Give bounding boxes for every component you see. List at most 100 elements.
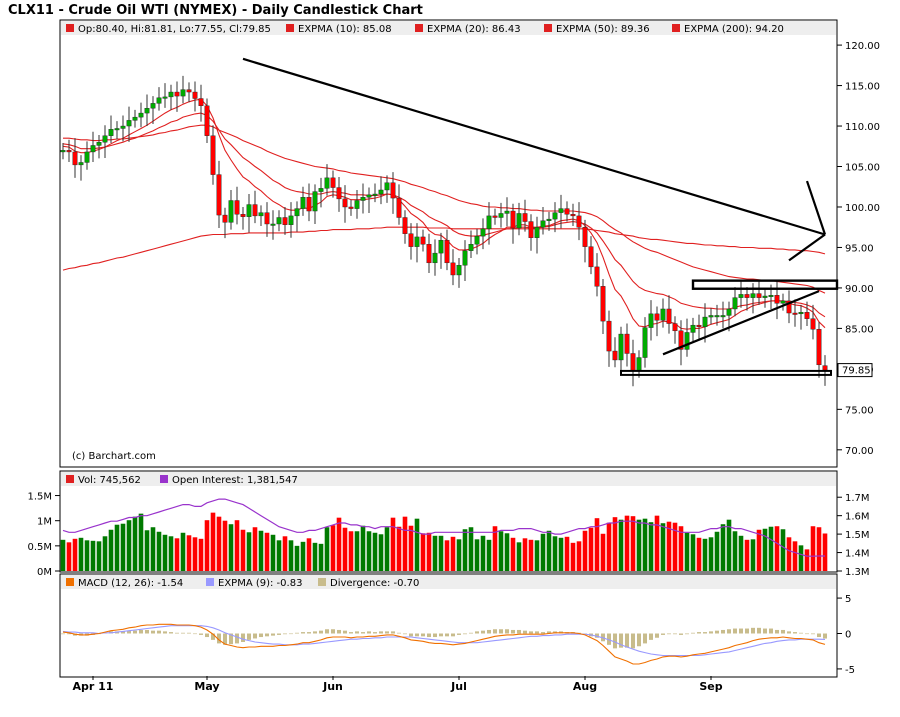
candle — [390, 172, 396, 214]
date-label: Jul — [450, 680, 467, 693]
oi-legend-swatch — [160, 475, 168, 483]
divergence-bar — [457, 633, 461, 635]
candle — [642, 317, 648, 368]
candle — [222, 207, 228, 239]
divergence-bar — [679, 633, 683, 635]
divergence-bar — [325, 629, 329, 634]
candle — [108, 115, 114, 144]
ema20-legend: EXPMA (20): 86.43 — [427, 24, 521, 35]
divergence-bar — [763, 628, 767, 634]
divergence-bar — [427, 633, 431, 638]
ema200-legend: EXPMA (200): 94.20 — [684, 24, 784, 35]
candle-body — [720, 315, 726, 318]
divergence-bar — [217, 633, 221, 644]
candle — [780, 293, 786, 311]
divergence-bar — [67, 633, 71, 635]
volume-bar — [84, 540, 90, 571]
divergence-bar — [661, 633, 665, 635]
volume-bar — [96, 541, 102, 571]
divergence-bar — [313, 631, 317, 634]
divergence-bar — [265, 633, 269, 637]
ema-lines — [62, 98, 826, 330]
divergence-bar — [811, 633, 815, 635]
candle — [450, 249, 456, 286]
volume-bar — [498, 531, 504, 571]
candle — [810, 304, 816, 340]
candle-body — [696, 324, 702, 327]
ema200-legend-swatch — [672, 24, 680, 32]
price-tick-label: 100.00 — [845, 203, 880, 214]
volume-bar — [558, 537, 564, 571]
divergence-bar — [739, 628, 743, 634]
candle-body — [246, 204, 252, 217]
candle — [792, 299, 798, 327]
divergence-bar — [343, 630, 347, 634]
divergence-bar — [229, 633, 233, 645]
ema50-legend: EXPMA (50): 89.36 — [556, 24, 650, 35]
ema10-legend-swatch — [286, 24, 294, 32]
candle-body — [612, 350, 618, 361]
divergence-bar — [121, 631, 125, 634]
divergence-bar — [757, 627, 761, 634]
volume-bar — [744, 539, 750, 571]
volume-bar — [180, 532, 186, 571]
candle-body — [318, 188, 324, 192]
candle-body — [312, 191, 318, 212]
price-tick-label: 120.00 — [845, 41, 880, 52]
volume-bar — [210, 512, 216, 571]
candle-body — [738, 294, 744, 298]
candle — [690, 317, 696, 343]
candle-body — [636, 357, 642, 371]
volume-bar — [618, 519, 624, 571]
candle-body — [144, 108, 150, 114]
candle-body — [558, 208, 564, 213]
candle — [444, 229, 450, 271]
volume-bar — [588, 527, 594, 571]
candle — [672, 316, 678, 344]
divergence-bar — [247, 633, 251, 640]
candle — [150, 96, 156, 125]
candle — [678, 320, 684, 366]
candle — [372, 183, 378, 203]
volume-bar — [162, 534, 168, 571]
volume-bar — [216, 516, 222, 571]
volume-bar — [378, 534, 384, 571]
volume-bar — [354, 531, 360, 571]
candle — [600, 279, 606, 335]
volume-bar — [306, 538, 312, 571]
divergence-bar — [721, 629, 725, 634]
candle-body — [102, 135, 108, 143]
candle-body — [408, 233, 414, 247]
candle — [258, 205, 264, 227]
divergence-bar — [415, 633, 419, 637]
oi-tick-label: 1.5M — [845, 530, 870, 541]
candle-body — [414, 236, 420, 247]
divergence-bar — [391, 631, 395, 634]
volume-bar — [726, 519, 732, 571]
divergence-bar — [517, 629, 521, 634]
candle — [714, 304, 720, 326]
divergence-bar — [523, 630, 527, 634]
divergence-bar — [463, 633, 467, 635]
divergence-bar — [469, 632, 473, 634]
candle — [570, 203, 576, 227]
divergence-bar — [337, 629, 341, 634]
candle — [354, 189, 360, 219]
candle-body — [222, 214, 228, 223]
downtrend-line — [242, 57, 826, 236]
candle — [576, 202, 582, 241]
price-axis: 120.00 115.00 110.00 105.00 100.00 95.00 90.00… — [837, 41, 880, 457]
candle-body — [426, 244, 432, 264]
date-label: Jun — [322, 680, 343, 693]
price-tick-label: 90.00 — [845, 284, 874, 295]
candle — [492, 208, 498, 225]
volume-bar — [390, 517, 396, 571]
candle — [324, 164, 330, 196]
volume-bar — [60, 539, 66, 571]
candle-body — [492, 215, 498, 218]
volume-bar — [102, 536, 108, 571]
volume-bar — [756, 529, 762, 571]
volume-bar — [318, 543, 324, 571]
volume-bar — [624, 515, 630, 571]
volume-bar — [396, 526, 402, 571]
